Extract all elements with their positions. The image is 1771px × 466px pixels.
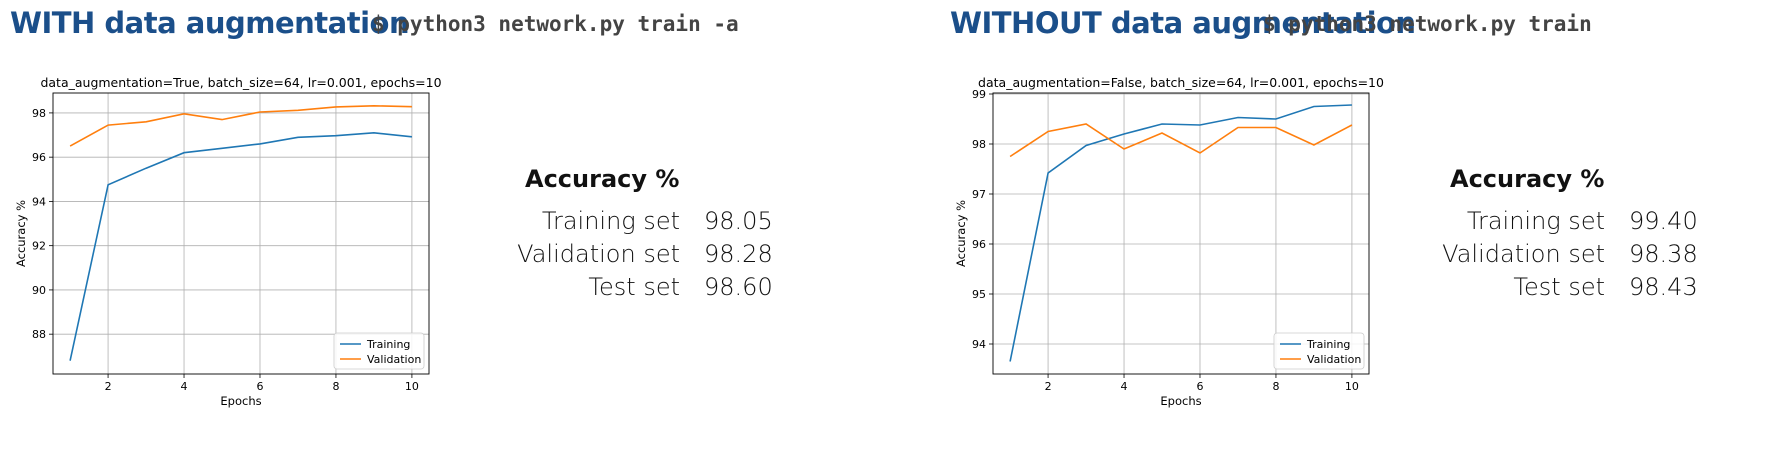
y-tick-label: 88 xyxy=(32,328,46,341)
accuracy-value: 98.28 xyxy=(704,240,773,268)
y-tick-label: 98 xyxy=(972,138,986,151)
legend-label-validation: Validation xyxy=(1307,353,1361,366)
accuracy-value: 98.43 xyxy=(1629,273,1698,301)
x-axis-label: Epochs xyxy=(220,394,261,408)
x-axis-label: Epochs xyxy=(1160,394,1201,408)
accuracy-title: Accuracy % xyxy=(525,165,680,193)
chart-title: data_augmentation=True, batch_size=64, l… xyxy=(40,76,441,90)
legend-box xyxy=(1273,332,1365,370)
heading-with-augmentation: WITH data augmentation xyxy=(10,6,410,40)
x-tick-label: 8 xyxy=(332,380,339,393)
x-tick-label: 10 xyxy=(405,380,419,393)
accuracy-row-training: Training set 99.40 xyxy=(1395,205,1715,238)
y-tick-label: 90 xyxy=(32,284,46,297)
y-tick-label: 95 xyxy=(972,288,986,301)
y-tick-label: 97 xyxy=(972,188,986,201)
command-without-augmentation: $ python3 network.py train xyxy=(1263,12,1592,36)
chart-without-augmentation: data_augmentation=False, batch_size=64, … xyxy=(954,76,1384,408)
accuracy-label: Test set xyxy=(588,273,680,301)
accuracy-table-with-augmentation: Accuracy % Training set 98.05 Validation… xyxy=(470,165,790,304)
x-tick-label: 6 xyxy=(256,380,263,393)
accuracy-row-validation: Validation set 98.38 xyxy=(1395,238,1715,271)
series-line-training xyxy=(1009,104,1352,362)
accuracy-label: Validation set xyxy=(1442,240,1605,268)
y-tick-label: 96 xyxy=(972,238,986,251)
accuracy-value: 98.38 xyxy=(1629,240,1698,268)
y-axis-label: Accuracy % xyxy=(954,200,968,267)
y-tick-label: 99 xyxy=(972,88,986,101)
x-tick-label: 8 xyxy=(1272,380,1279,393)
y-tick-label: 98 xyxy=(32,107,46,120)
x-tick-label: 4 xyxy=(1121,380,1128,393)
legend-label-training: Training xyxy=(1306,338,1350,351)
accuracy-row-test: Test set 98.43 xyxy=(1395,271,1715,304)
x-tick-label: 6 xyxy=(1196,380,1203,393)
plot-frame xyxy=(992,92,1370,375)
accuracy-row-validation: Validation set 98.28 xyxy=(470,238,790,271)
accuracy-label: Training set xyxy=(541,207,680,235)
x-tick-label: 4 xyxy=(181,380,188,393)
accuracy-label: Test set xyxy=(1513,273,1605,301)
series-line-training xyxy=(69,131,412,361)
accuracy-value: 98.60 xyxy=(704,273,773,301)
chart-title: data_augmentation=False, batch_size=64, … xyxy=(978,76,1384,90)
plot-frame xyxy=(52,92,430,375)
legend-label-training: Training xyxy=(366,338,410,351)
accuracy-title: Accuracy % xyxy=(1450,165,1605,193)
accuracy-label: Validation set xyxy=(517,240,680,268)
x-tick-label: 2 xyxy=(105,380,112,393)
x-tick-label: 2 xyxy=(1045,380,1052,393)
y-tick-label: 96 xyxy=(32,151,46,164)
y-axis-label: Accuracy % xyxy=(14,200,28,267)
chart-with-augmentation: data_augmentation=True, batch_size=64, l… xyxy=(14,76,442,408)
y-tick-label: 94 xyxy=(972,338,986,351)
series-line-validation xyxy=(1009,123,1353,158)
y-tick-label: 94 xyxy=(32,195,46,208)
panel-with-augmentation: WITH data augmentation $ python3 network… xyxy=(0,0,880,466)
series-line-validation xyxy=(69,104,412,147)
y-tick-label: 92 xyxy=(32,240,46,253)
accuracy-value: 99.40 xyxy=(1629,207,1698,235)
legend-box xyxy=(333,332,425,370)
x-tick-label: 10 xyxy=(1345,380,1359,393)
accuracy-row-training: Training set 98.05 xyxy=(470,205,790,238)
accuracy-row-test: Test set 98.60 xyxy=(470,271,790,304)
panel-without-augmentation: WITHOUT data augmentation $ python3 netw… xyxy=(950,0,1771,466)
accuracy-table-without-augmentation: Accuracy % Training set 99.40 Validation… xyxy=(1395,165,1715,304)
accuracy-value: 98.05 xyxy=(704,207,773,235)
accuracy-label: Training set xyxy=(1466,207,1605,235)
command-with-augmentation: $ python3 network.py train -a xyxy=(372,12,739,36)
legend-label-validation: Validation xyxy=(367,353,421,366)
heading-without-augmentation: WITHOUT data augmentation xyxy=(950,6,1416,40)
